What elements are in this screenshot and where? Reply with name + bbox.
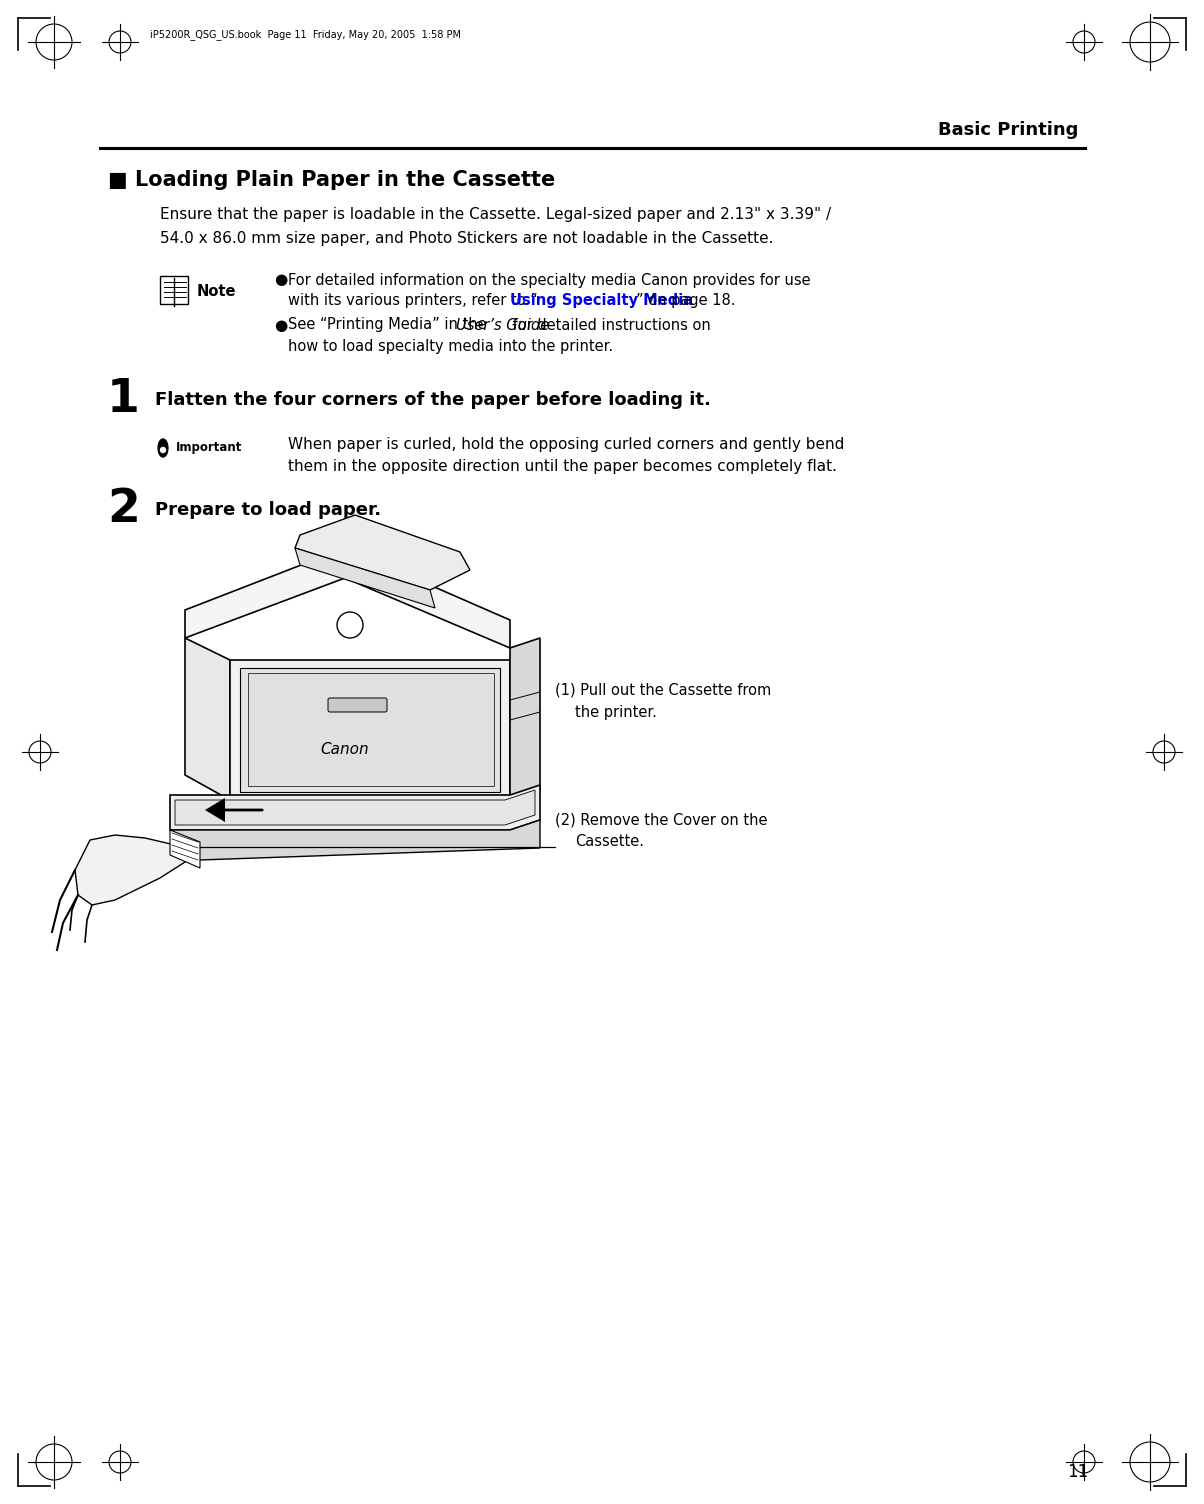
Polygon shape (175, 790, 535, 826)
Text: Canon: Canon (320, 743, 368, 758)
Polygon shape (170, 830, 200, 868)
Text: 11: 11 (1068, 1463, 1088, 1481)
Text: Basic Printing: Basic Printing (938, 120, 1078, 138)
Text: ●: ● (275, 317, 288, 332)
Polygon shape (510, 638, 541, 800)
Text: Important: Important (176, 442, 242, 454)
Polygon shape (248, 672, 494, 787)
Text: Flatten the four corners of the paper before loading it.: Flatten the four corners of the paper be… (155, 391, 710, 409)
Polygon shape (230, 660, 510, 800)
Polygon shape (205, 799, 225, 823)
Text: For detailed information on the specialty media Canon provides for use: For detailed information on the specialt… (288, 272, 810, 287)
FancyBboxPatch shape (327, 698, 386, 711)
Text: See “Printing Media” in the: See “Printing Media” in the (288, 317, 491, 332)
Polygon shape (75, 835, 185, 905)
Text: ” on page 18.: ” on page 18. (636, 292, 736, 307)
Text: Using Specialty Media: Using Specialty Media (510, 292, 694, 307)
Text: for detailed instructions on: for detailed instructions on (508, 317, 710, 332)
Text: the printer.: the printer. (576, 704, 657, 719)
Text: User’s Guide: User’s Guide (456, 317, 549, 332)
Text: (2) Remove the Cover on the: (2) Remove the Cover on the (555, 812, 767, 827)
Text: them in the opposite direction until the paper becomes completely flat.: them in the opposite direction until the… (288, 460, 837, 474)
Text: Ensure that the paper is loadable in the Cassette. Legal-sized paper and 2.13" x: Ensure that the paper is loadable in the… (160, 208, 831, 223)
Circle shape (160, 448, 165, 453)
Text: Note: Note (197, 284, 236, 299)
Text: Cassette.: Cassette. (576, 835, 644, 850)
Text: When paper is curled, hold the opposing curled corners and gently bend: When paper is curled, hold the opposing … (288, 438, 844, 453)
Text: 54.0 x 86.0 mm size paper, and Photo Stickers are not loadable in the Cassette.: 54.0 x 86.0 mm size paper, and Photo Sti… (160, 230, 773, 245)
Text: ■: ■ (107, 170, 126, 190)
FancyBboxPatch shape (160, 277, 188, 304)
Text: (1) Pull out the Cassette from: (1) Pull out the Cassette from (555, 683, 772, 698)
Text: Prepare to load paper.: Prepare to load paper. (155, 501, 382, 519)
Polygon shape (158, 439, 167, 457)
Polygon shape (240, 668, 500, 793)
Polygon shape (185, 638, 230, 800)
Text: iP5200R_QSG_US.book  Page 11  Friday, May 20, 2005  1:58 PM: iP5200R_QSG_US.book Page 11 Friday, May … (150, 30, 461, 41)
Polygon shape (295, 514, 470, 590)
Polygon shape (295, 547, 435, 608)
Text: 2: 2 (107, 487, 140, 532)
Text: ●: ● (275, 272, 288, 287)
Polygon shape (170, 785, 541, 830)
Text: how to load specialty media into the printer.: how to load specialty media into the pri… (288, 340, 613, 355)
Text: with its various printers, refer to “: with its various printers, refer to “ (288, 292, 538, 307)
Polygon shape (170, 820, 541, 860)
Text: 1: 1 (107, 378, 140, 423)
Text: Loading Plain Paper in the Cassette: Loading Plain Paper in the Cassette (135, 170, 555, 190)
Polygon shape (185, 547, 510, 648)
